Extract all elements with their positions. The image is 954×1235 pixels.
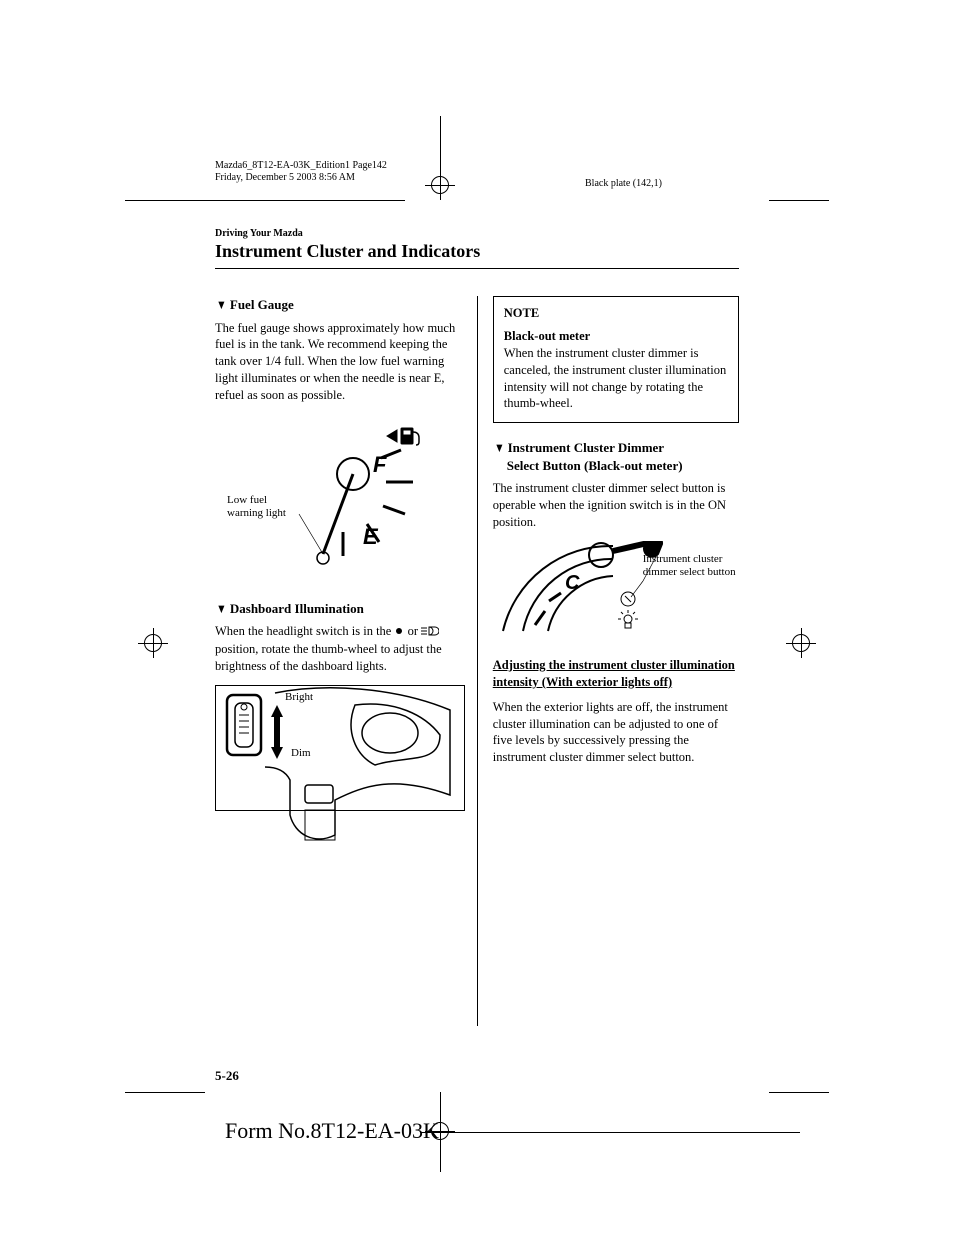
registration-mark-icon — [138, 628, 168, 658]
fuel-gauge-body: The fuel gauge shows approximately how m… — [215, 320, 461, 404]
form-number: Form No.8T12-EA-03K — [225, 1118, 439, 1144]
dashboard-heading-text: Dashboard Illumination — [230, 601, 364, 616]
crop-mark — [125, 1092, 205, 1093]
fuel-gauge-heading: ▼ Fuel Gauge — [215, 296, 461, 314]
fuel-gauge-heading-text: Fuel Gauge — [230, 297, 294, 312]
page-number: 5-26 — [215, 1068, 239, 1084]
dashboard-body-post: position, rotate the thumb-wheel to adju… — [215, 642, 442, 673]
note-title: NOTE — [504, 305, 728, 322]
crop-mark — [769, 200, 829, 201]
crop-mark — [769, 1092, 829, 1093]
dimmer-body: The instrument cluster dimmer select but… — [493, 480, 739, 531]
low-fuel-label: Low fuel warning light — [227, 494, 286, 520]
note-text: When the instrument cluster dimmer is ca… — [504, 346, 727, 411]
note-subtitle: Black-out meter — [504, 329, 590, 343]
dashboard-body-pre: When the headlight switch is in the — [215, 624, 394, 638]
mark-e: E — [363, 524, 379, 549]
dim-label: Dim — [291, 747, 311, 760]
black-plate-label: Black plate (142,1) — [585, 178, 662, 189]
dashboard-svg — [215, 685, 465, 855]
content-area: ▼ Fuel Gauge The fuel gauge shows approxi… — [215, 296, 739, 1095]
doc-meta-line2: Friday, December 5 2003 8:56 AM — [215, 172, 387, 184]
doc-meta-line1: Mazda6_8T12-EA-03K_Edition1 Page142 — [215, 160, 387, 172]
registration-mark-icon — [786, 628, 816, 658]
dimmer-label-l1: Instrument cluster — [643, 553, 723, 565]
parking-light-icon — [394, 624, 404, 641]
low-fuel-l2: warning light — [227, 507, 286, 519]
adjusting-heading: Adjusting the instrument cluster illumin… — [493, 657, 739, 691]
bright-label: Bright — [285, 691, 313, 704]
triangle-down-icon: ▼ — [216, 296, 226, 314]
section-title: Instrument Cluster and Indicators — [215, 241, 739, 262]
crop-mark — [125, 200, 405, 201]
mark-c: C — [565, 572, 580, 594]
dashboard-heading: ▼ Dashboard Illumination — [215, 600, 461, 618]
note-box: NOTE Black-out meter When the instrument… — [493, 296, 739, 423]
dimmer-figure: C — [493, 541, 739, 641]
dashboard-body-mid: or — [408, 624, 422, 638]
dimmer-heading-l2: Select Button (Black-out meter) — [507, 458, 683, 473]
registration-mark-icon — [425, 170, 455, 200]
column-divider — [477, 296, 478, 1026]
section-rule — [215, 268, 739, 269]
doc-meta: Mazda6_8T12-EA-03K_Edition1 Page142 Frid… — [215, 160, 387, 184]
right-column: NOTE Black-out meter When the instrument… — [493, 296, 739, 776]
fuel-gauge-figure: F E Low fuel warning light — [215, 414, 461, 584]
headlight-icon — [421, 624, 439, 641]
dimmer-label-l2: dimmer select button — [643, 566, 736, 578]
dimmer-heading: ▼ Instrument Cluster Dimmer Select Button… — [493, 439, 739, 474]
section-header: Driving Your Mazda Instrument Cluster an… — [215, 228, 739, 269]
page-root: Mazda6_8T12-EA-03K_Edition1 Page142 Frid… — [0, 0, 954, 1235]
dimmer-button-label: Instrument cluster dimmer select button — [643, 553, 736, 579]
note-body: Black-out meter When the instrument clus… — [504, 328, 728, 412]
triangle-down-icon: ▼ — [494, 439, 504, 457]
triangle-down-icon: ▼ — [216, 600, 226, 618]
dimmer-heading-l1: Instrument Cluster Dimmer — [508, 440, 664, 455]
dimmer-body2: When the exterior lights are off, the in… — [493, 699, 739, 767]
dashboard-body: When the headlight switch is in the or p… — [215, 623, 461, 674]
low-fuel-l1: Low fuel — [227, 494, 267, 506]
left-column: ▼ Fuel Gauge The fuel gauge shows approxi… — [215, 296, 461, 871]
form-rule — [420, 1132, 800, 1133]
dashboard-figure: Bright Dim — [215, 685, 461, 855]
category-label: Driving Your Mazda — [215, 228, 739, 239]
mark-f: F — [373, 452, 387, 477]
